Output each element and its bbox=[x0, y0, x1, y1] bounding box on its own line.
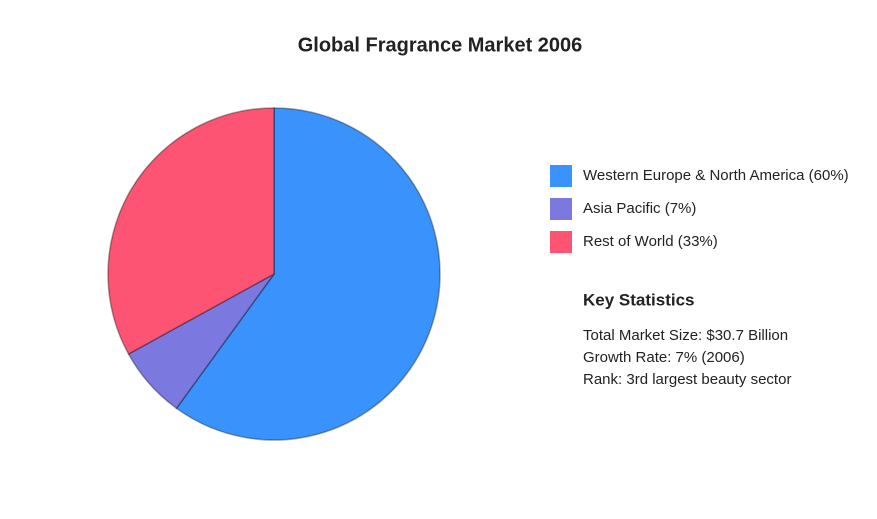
legend-label: Western Europe & North America (60%) bbox=[583, 167, 849, 184]
legend-swatch bbox=[550, 165, 572, 187]
stat-line: Growth Rate: 7% (2006) bbox=[583, 349, 745, 366]
legend-swatch bbox=[550, 198, 572, 220]
legend-label: Asia Pacific (7%) bbox=[583, 200, 696, 217]
legend-label: Rest of World (33%) bbox=[583, 233, 718, 250]
stats-title: Key Statistics bbox=[583, 290, 695, 309]
stat-line: Total Market Size: $30.7 Billion bbox=[583, 327, 788, 344]
stat-line: Rank: 3rd largest beauty sector bbox=[583, 371, 791, 388]
pie-slice bbox=[107, 107, 275, 355]
pie-slice bbox=[127, 273, 275, 410]
pie-slice bbox=[175, 107, 441, 441]
chart-title: Global Fragrance Market 2006 bbox=[298, 34, 583, 56]
legend-swatch bbox=[550, 231, 572, 253]
